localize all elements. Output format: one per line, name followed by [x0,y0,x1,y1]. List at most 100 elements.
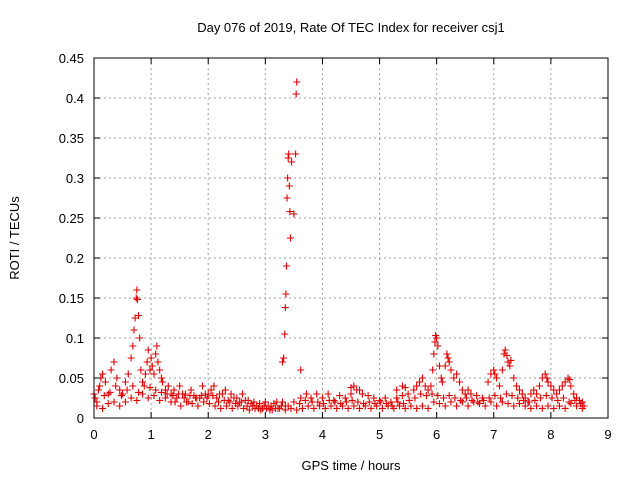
data-point [316,402,324,410]
data-point [284,154,292,162]
data-point [525,398,533,406]
chart-title: Day 076 of 2019, Rate Of TEC Index for r… [197,20,505,35]
data-point [222,402,230,410]
data-point [473,392,481,400]
data-point [156,396,164,404]
data-point [578,398,586,406]
data-point [127,394,135,402]
data-point [491,370,499,378]
data-point [417,390,425,398]
data-point [443,350,451,358]
data-point [130,326,138,334]
data-point [451,394,459,402]
data-point [456,378,464,386]
data-point [209,392,217,400]
data-point [153,342,161,350]
data-point [183,398,191,406]
data-point [302,390,310,398]
data-point [249,402,257,410]
data-point [438,378,446,386]
data-point [228,404,236,412]
data-point [132,294,140,302]
data-point [150,370,158,378]
data-point [143,358,151,366]
data-point [462,394,470,402]
data-point [485,394,493,402]
data-point [144,346,152,354]
data-point [558,382,566,390]
y-tick-labels: 0 0.05 0.1 0.15 0.2 0.25 0.3 0.35 0.4 0.45 [59,51,84,426]
x-tick-label: 8 [547,427,554,442]
data-point [186,392,194,400]
data-point [283,194,291,202]
data-point [91,394,99,402]
y-axis-label: ROTI / TECUs [7,196,22,280]
data-point [377,398,385,406]
data-point [447,398,455,406]
data-point [358,390,366,398]
data-point [561,404,569,412]
data-point [104,390,112,398]
x-tick-label: 5 [376,427,383,442]
data-point [381,394,389,402]
data-point [400,400,408,408]
data-point [296,400,304,408]
data-point [542,392,550,400]
data-point [370,394,378,402]
data-point [533,390,541,398]
data-point [250,398,258,406]
data-point [519,396,527,404]
data-point [350,382,358,390]
data-point [139,378,147,386]
data-point [484,378,492,386]
data-point [293,406,301,414]
data-point [124,370,132,378]
x-tick-label: 7 [490,427,497,442]
data-point [266,406,274,414]
data-point [278,398,286,406]
data-point [313,390,321,398]
x-axis-label: GPS time / hours [302,458,401,473]
data-point [139,390,147,398]
data-point [288,158,296,166]
data-point [333,404,341,412]
data-point [371,400,379,408]
data-point [433,334,441,342]
data-point [418,402,426,410]
data-point [197,392,205,400]
data-point [436,400,444,408]
data-point [336,392,344,400]
data-point [93,402,101,410]
data-point [213,394,221,402]
data-point [304,402,312,410]
data-point [490,366,498,374]
data-point [367,404,375,412]
x-tick-label: 6 [433,427,440,442]
data-point [413,382,421,390]
data-point [117,392,125,400]
data-point [96,382,104,390]
data-point [286,234,294,242]
data-point [116,386,124,394]
data-point [405,396,413,404]
data-point [148,362,156,370]
data-point [544,402,552,410]
data-point [133,396,141,404]
data-point [163,390,171,398]
data-point [518,390,526,398]
data-point [133,296,141,304]
data-point [481,402,489,410]
data-point [238,390,246,398]
data-point [278,358,286,366]
data-point [537,394,545,402]
data-point [176,382,184,390]
data-point [226,398,234,406]
data-point [175,390,183,398]
data-point [310,404,318,412]
data-point [437,374,445,382]
data-point [564,374,572,382]
data-point [285,182,293,190]
data-point [135,388,143,396]
data-point [344,404,352,412]
data-point [297,366,305,374]
